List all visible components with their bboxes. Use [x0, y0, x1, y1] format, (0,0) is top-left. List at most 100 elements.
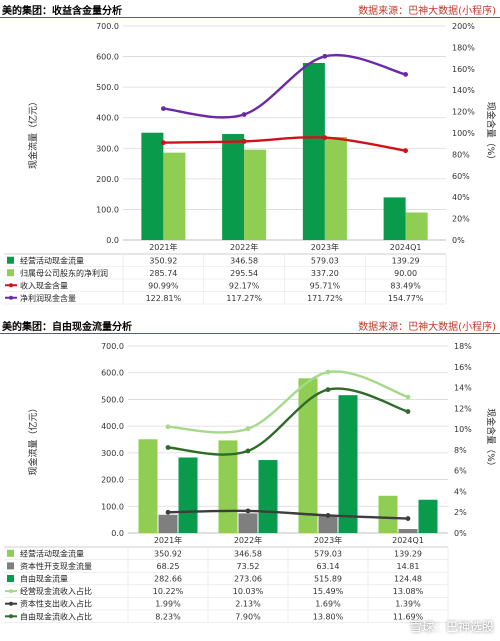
table-cell: 14.81	[397, 562, 420, 571]
y-tick-label-left: 600.0	[101, 369, 124, 378]
watermark-text: 雪球：巴神选股	[409, 620, 494, 634]
y-tick-label-left: 500.0	[96, 83, 119, 92]
line-point	[403, 148, 409, 154]
y-tick-label-right: 160%	[452, 65, 475, 74]
chart-2-title: 美的集团：自由现金流量分析	[2, 322, 132, 333]
bar	[178, 457, 198, 533]
table-cell: 1.99%	[155, 600, 181, 609]
x-tick-label: 2022年	[234, 535, 262, 545]
table-cell: 90.99%	[148, 281, 179, 290]
y-tick-label-right: 16%	[454, 363, 472, 372]
line-point	[165, 445, 171, 450]
y-tick-label-right: 20%	[452, 215, 470, 224]
legend-line-marker	[9, 589, 13, 594]
y-tick-label-left: 700.0	[96, 22, 119, 31]
table-cell: 73.52	[237, 562, 260, 571]
legend-label: 自由现金流量	[20, 574, 68, 584]
x-tick-label: 2023年	[314, 535, 342, 545]
table-cell: 154.77%	[388, 294, 424, 303]
y-tick-label-left: 400.0	[101, 422, 124, 431]
chart-1-title: 美的集团：收益含金量分析	[2, 6, 122, 17]
line-point	[325, 369, 331, 375]
y-tick-label-right: 0%	[454, 529, 467, 538]
table-cell: 285.74	[149, 269, 177, 278]
chart-1-header-rule	[0, 17, 500, 18]
y-tick-label-right: 0%	[452, 236, 465, 245]
x-tick-label: 2024Q1	[392, 536, 424, 545]
y-tick-label-left: 400.0	[96, 114, 119, 123]
table-cell: 273.06	[234, 575, 262, 584]
line-point	[405, 516, 411, 521]
table-cell: 139.29	[394, 549, 422, 558]
bar	[324, 136, 347, 240]
legend-swatch	[7, 269, 14, 277]
legend-swatch	[7, 549, 14, 557]
line-point	[245, 508, 251, 514]
line-point	[160, 106, 166, 111]
line-point	[245, 448, 251, 454]
bar	[405, 212, 428, 240]
legend-label: 收入现金含量	[20, 280, 68, 290]
table-cell: 95.71%	[310, 281, 341, 290]
y-tick-label-left: 0.0	[106, 236, 119, 245]
legend-swatch	[7, 562, 14, 570]
table-cell: 8.23%	[155, 612, 181, 621]
table-cell: 515.89	[314, 575, 342, 584]
series-line	[167, 387, 409, 456]
y-tick-label-right: 6%	[454, 467, 467, 476]
y-tick-label-right: 18%	[454, 342, 472, 351]
y-tick-label-right: 100%	[452, 129, 475, 138]
legend-swatch	[7, 256, 14, 264]
bar	[238, 513, 258, 533]
bar	[302, 62, 325, 241]
bar	[163, 152, 186, 240]
y-tick-label-right: 2%	[454, 508, 467, 517]
table-cell: 346.58	[230, 256, 258, 265]
table-cell: 282.66	[154, 575, 182, 584]
table-cell: 10.03%	[233, 587, 264, 596]
table-cell: 15.49%	[313, 587, 344, 596]
line-point	[245, 426, 251, 432]
x-tick-label: 2022年	[230, 242, 258, 252]
y-tick-label-left: 100.0	[101, 502, 124, 511]
bar	[158, 514, 178, 533]
y-tick-label-right: 12%	[454, 404, 472, 413]
table-cell: 10.22%	[153, 587, 184, 596]
legend-label: 归属母公司股东的净利润	[20, 268, 108, 278]
chart-panel-2: 美的集团：自由现金流量分析 数据来源：巴神大数据(小程序) 0.0 100.0 20…	[0, 316, 500, 641]
chart-panel-1: 美的集团：收益含金量分析 数据来源：巴神大数据(小程序) 0.0 100.0 200…	[0, 0, 500, 316]
line-point	[241, 138, 247, 144]
bar	[244, 149, 267, 240]
table-cell: 346.58	[234, 549, 262, 558]
y-tick-label-left: 200.0	[96, 175, 119, 184]
y-axis-title-right: 现金含量（%）	[485, 408, 497, 471]
table-cell: 1.39%	[395, 600, 421, 609]
y-tick-label-right: 14%	[454, 384, 472, 393]
y-tick-label-left: 200.0	[101, 476, 124, 485]
line-point	[160, 140, 166, 146]
line-point	[165, 424, 171, 430]
table-cell: 1.69%	[315, 600, 341, 609]
table-cell: 337.20	[311, 269, 339, 278]
legend-label: 资本性支出收入占比	[20, 599, 92, 609]
y-tick-label-right: 8%	[454, 446, 467, 455]
bar	[378, 495, 398, 533]
y-tick-label-left: 100.0	[96, 205, 119, 214]
y-tick-label-right: 200%	[452, 22, 475, 31]
table-cell: 171.72%	[307, 294, 343, 303]
chart-2-header-rule	[0, 333, 500, 334]
chart-2-svg: 0.0 100.0 200.0 300.0 400.0 500.0 600.0 700.0 0%…	[4, 342, 497, 623]
bar	[141, 132, 164, 240]
legend-label: 经营活动现金流量	[20, 548, 84, 558]
legend-label: 资本性开支现金流量	[20, 561, 92, 571]
line-point	[165, 509, 171, 515]
bar	[258, 460, 278, 533]
line-point	[403, 71, 409, 77]
series-line	[163, 136, 406, 152]
y-tick-label-left: 500.0	[101, 395, 124, 404]
y-tick-label-left: 600.0	[96, 53, 119, 62]
x-tick-label: 2021年	[149, 242, 177, 252]
table-cell: 68.25	[157, 562, 180, 571]
table-cell: 122.81%	[146, 294, 182, 303]
y-tick-label-right: 40%	[452, 193, 470, 202]
